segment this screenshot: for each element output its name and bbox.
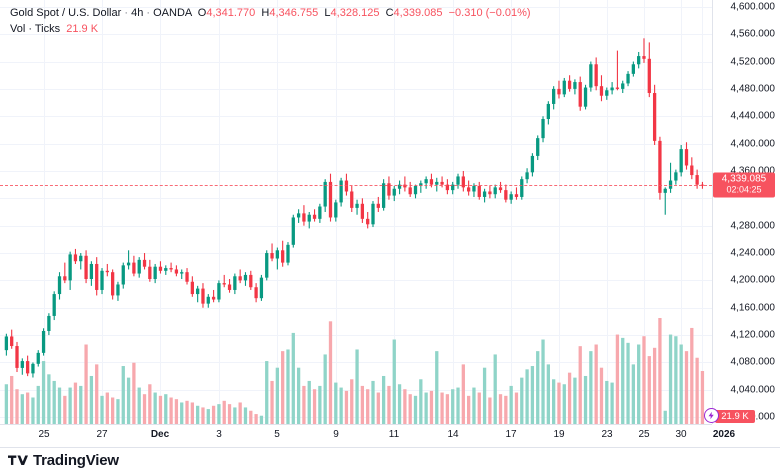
time-axis-tick: 25 [638, 429, 650, 440]
price-axis-tick: 4,080.000 [730, 356, 776, 368]
price-axis-tick: 4,360.000 [730, 165, 776, 177]
time-axis-tick: Dec [150, 429, 170, 440]
price-axis-tick: 4,040.000 [730, 384, 776, 396]
gridline-vertical [160, 0, 161, 424]
brand-name: TradingView [33, 452, 119, 469]
time-axis-tick: 19 [553, 429, 565, 440]
gridline-horizontal [0, 198, 712, 199]
time-axis-tick: 11 [388, 429, 400, 440]
legend-separator-1: · [124, 7, 129, 19]
symbol-ohlc-row: Gold Spot / U.S. Dollar · 4h · OANDA O4,… [10, 6, 531, 20]
change-value: −0.310 (−0.01%) [448, 7, 531, 19]
price-axis-tick: 4,520.000 [730, 56, 776, 68]
current-price-line [0, 185, 712, 187]
time-axis-tick: 17 [505, 429, 517, 440]
gridline-horizontal [0, 335, 712, 336]
high-key: H [261, 7, 270, 19]
time-axis-tick: 9 [333, 429, 339, 440]
widget-bottom-border [0, 447, 780, 448]
gridline-horizontal [0, 253, 712, 254]
high-value: 4,346.755 [269, 7, 319, 19]
gridline-vertical [559, 0, 560, 424]
volume-badge[interactable]: 21.9 K [715, 410, 755, 423]
tradingview-brand[interactable]: TradingView [8, 452, 119, 469]
time-axis-tick: 30 [675, 429, 687, 440]
gridline-horizontal [0, 34, 712, 35]
price-axis-tick: 4,400.000 [730, 138, 776, 150]
gridline-vertical [394, 0, 395, 424]
volume-row: Vol · Ticks 21.9 K [10, 22, 531, 36]
time-axis-tick: 23 [601, 429, 613, 440]
gridline-vertical [681, 0, 682, 424]
price-axis[interactable]: 4,600.000 4,560.000 4,520.000 4,480.000 4,44… [713, 0, 780, 424]
current-price-badge[interactable]: 4,339.085 02:04:25 [713, 172, 775, 198]
price-axis-tick: 4,240.000 [730, 247, 776, 259]
candlestick-series [4, 38, 705, 424]
lightning-bolt-icon[interactable] [704, 408, 720, 423]
time-axis-tick: 25 [38, 429, 50, 440]
exchange-label[interactable]: OANDA [153, 7, 192, 19]
gridline-vertical [219, 0, 220, 424]
time-axis-tick: 3 [216, 429, 222, 440]
bar-countdown: 02:04:25 [726, 184, 762, 195]
gridline-horizontal [0, 116, 712, 117]
time-axis-tick: 2026 [712, 429, 736, 440]
price-axis-tick: 4,120.000 [730, 329, 776, 341]
close-key: C [385, 7, 394, 19]
price-axis-tick: 4,440.000 [730, 110, 776, 122]
gridline-horizontal [0, 89, 712, 90]
time-axis-tick: 5 [274, 429, 280, 440]
symbol-name[interactable]: Gold Spot / U.S. Dollar [10, 7, 122, 19]
gridline-horizontal [0, 280, 712, 281]
gridline-vertical [644, 0, 645, 424]
price-axis-tick: 4,160.000 [730, 302, 776, 314]
legend-separator-2: · [146, 7, 151, 19]
gridline-vertical [607, 0, 608, 424]
low-value: 4,328.125 [330, 7, 380, 19]
gridline-vertical [102, 0, 103, 424]
gridline-horizontal [0, 308, 712, 309]
low-key: L [324, 7, 331, 19]
current-price-value: 4,339.085 [721, 173, 767, 185]
price-axis-tick: 4,280.000 [730, 220, 776, 232]
price-axis-tick: 4,200.000 [730, 274, 776, 286]
volume-value: 21.9 K [66, 23, 99, 35]
open-key: O [197, 7, 207, 19]
gridline-horizontal [0, 171, 712, 172]
time-axis-tick: 14 [447, 429, 459, 440]
price-axis-tick: 4,600.000 [730, 1, 776, 13]
gridline-vertical [453, 0, 454, 424]
price-axis-tick: 4,560.000 [730, 28, 776, 40]
volume-label[interactable]: Vol · Ticks [10, 23, 61, 35]
chart-legend: Gold Spot / U.S. Dollar · 4h · OANDA O4,… [10, 6, 531, 36]
close-value: 4,339.085 [393, 7, 443, 19]
plot-right-border [712, 0, 713, 424]
interval-label[interactable]: 4h [131, 7, 144, 19]
gridline-horizontal [0, 226, 712, 227]
time-axis-tick: 27 [96, 429, 108, 440]
chart-plot-area[interactable] [0, 0, 712, 424]
gridline-horizontal [0, 7, 712, 8]
gridline-vertical [511, 0, 512, 424]
gridline-horizontal [0, 144, 712, 145]
gridline-vertical [702, 0, 703, 424]
gridline-vertical [277, 0, 278, 424]
price-axis-tick: 4,480.000 [730, 83, 776, 95]
gridline-horizontal [0, 62, 712, 63]
gridline-vertical [44, 0, 45, 424]
time-axis[interactable]: 25 27 Dec 3 5 9 11 14 17 19 23 25 30 2026 [0, 425, 735, 447]
open-value: 4,341.770 [206, 7, 256, 19]
plot-bottom-border [0, 424, 712, 425]
tradingview-logo-icon [8, 455, 28, 465]
